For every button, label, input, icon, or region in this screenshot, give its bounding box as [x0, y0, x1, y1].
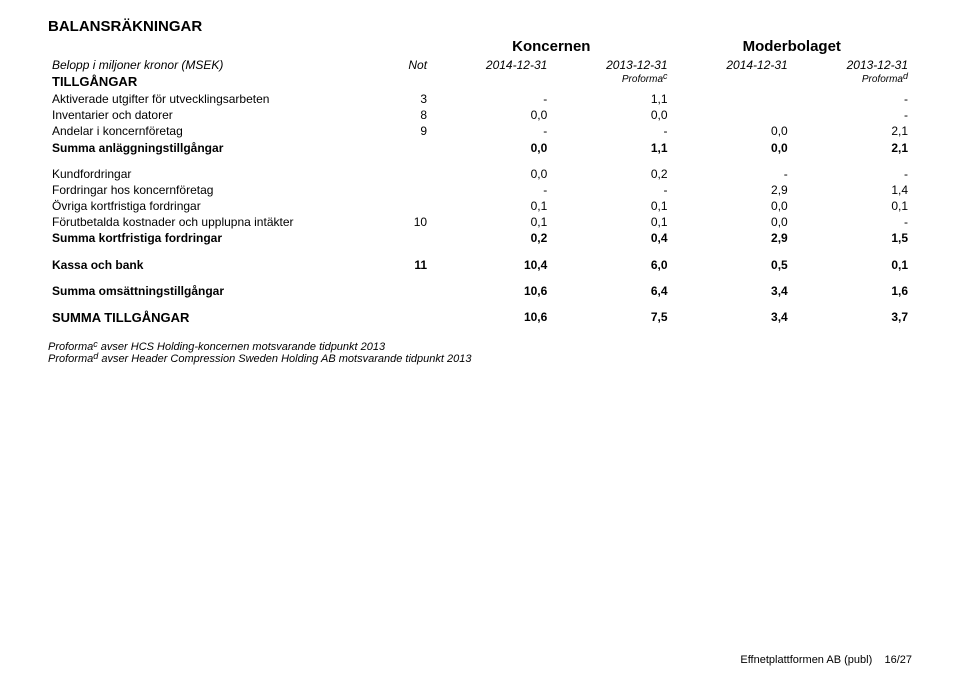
- table-row: Övriga kortfristiga fordringar 0,1 0,1 0…: [48, 198, 912, 214]
- sum-row: Summa kortfristiga fordringar 0,2 0,4 2,…: [48, 230, 912, 246]
- doc-title: BALANSRÄKNINGAR: [48, 18, 912, 35]
- kassa-row: Kassa och bank 11 10,4 6,0 0,5 0,1: [48, 257, 912, 273]
- sum-row: Summa anläggningstillgångar 0,0 1,1 0,0 …: [48, 140, 912, 156]
- table-row: Fordringar hos koncernföretag - - 2,9 1,…: [48, 182, 912, 198]
- amounts-label: Belopp i miljoner kronor (MSEK): [48, 57, 362, 73]
- page-footer: Effnetplattformen AB (publ) 16/27: [740, 654, 912, 666]
- col-date-4: 2013-12-31: [792, 57, 912, 73]
- page: BALANSRÄKNINGAR Koncernen Moderbolaget B…: [0, 0, 960, 680]
- col-date-1: 2014-12-31: [431, 57, 551, 73]
- table-row: Aktiverade utgifter för utvecklingsarbet…: [48, 91, 912, 107]
- balance-table: Koncernen Moderbolaget Belopp i miljoner…: [48, 37, 912, 327]
- col-date-2: 2013-12-31: [551, 57, 671, 73]
- proforma-c: Proformac: [551, 73, 671, 91]
- footnote-d: Proformad avser Header Compression Swede…: [48, 353, 912, 365]
- section-tillgangar: TILLGÅNGAR: [48, 73, 362, 91]
- group-header-moderbolaget: Moderbolaget: [672, 37, 912, 57]
- table-row: Inventarier och datorer 8 0,0 0,0 -: [48, 107, 912, 123]
- table-row: Andelar i koncernföretag 9 - - 0,0 2,1: [48, 123, 912, 139]
- footnote-c: Proformac avser HCS Holding-koncernen mo…: [48, 341, 912, 353]
- col-date-3: 2014-12-31: [672, 57, 792, 73]
- table-row: Förutbetalda kostnader och upplupna intä…: [48, 214, 912, 230]
- table-row: Kundfordringar 0,0 0,2 - -: [48, 166, 912, 182]
- footnotes: Proformac avser HCS Holding-koncernen mo…: [48, 341, 912, 365]
- footer-company: Effnetplattformen AB (publ): [740, 654, 872, 666]
- sum-oms-row: Summa omsättningstillgångar 10,6 6,4 3,4…: [48, 283, 912, 299]
- group-header-koncernen: Koncernen: [431, 37, 671, 57]
- footer-page: 16/27: [884, 654, 912, 666]
- not-label: Not: [362, 57, 431, 73]
- sum-total-row: SUMMA TILLGÅNGAR 10,6 7,5 3,4 3,7: [48, 309, 912, 327]
- proforma-d: Proformad: [792, 73, 912, 91]
